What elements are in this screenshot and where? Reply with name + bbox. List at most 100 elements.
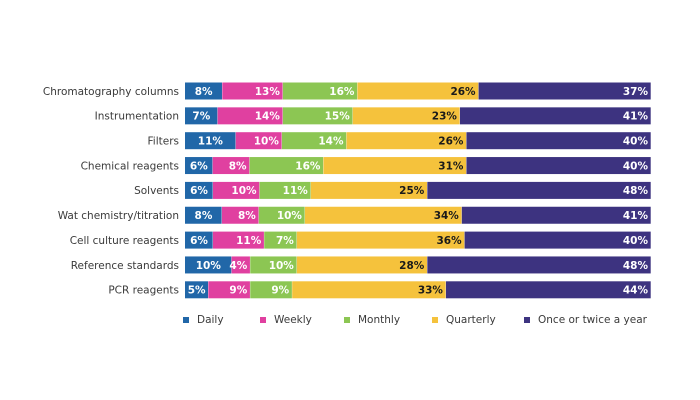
- category-label-cell-culture-reagents: Cell culture reagents: [70, 235, 179, 247]
- value-label-chemical-reagents-once-or-twice-a-year: 40%: [623, 160, 649, 172]
- value-label-cell-culture-reagents-monthly: 7%: [276, 235, 294, 247]
- value-label-pcr-reagents-daily: 5%: [188, 285, 206, 297]
- legend-label-monthly: Monthly: [358, 314, 400, 326]
- value-label-reference-standards-quarterly: 28%: [399, 260, 425, 272]
- bar-reference-standards-monthly[interactable]: [250, 256, 297, 274]
- bar-instrumentation-quarterly[interactable]: [352, 107, 460, 125]
- value-label-chemical-reagents-quarterly: 31%: [438, 160, 464, 172]
- bar-solvents-weekly[interactable]: [212, 181, 260, 199]
- bar-chemical-reagents-weekly[interactable]: [212, 157, 250, 175]
- bar-cell-culture-reagents-once-or-twice-a-year[interactable]: [464, 231, 651, 249]
- legend-item-weekly[interactable]: Weekly: [260, 314, 312, 326]
- bar-chromatography-columns-quarterly[interactable]: [357, 82, 479, 100]
- value-label-solvents-daily: 6%: [190, 185, 208, 197]
- value-label-instrumentation-daily: 7%: [192, 111, 210, 123]
- value-label-chromatography-columns-once-or-twice-a-year: 37%: [623, 86, 649, 98]
- value-label-instrumentation-once-or-twice-a-year: 41%: [623, 111, 649, 123]
- value-label-chromatography-columns-monthly: 16%: [329, 86, 355, 98]
- category-label-filters: Filters: [148, 136, 179, 148]
- value-label-chromatography-columns-daily: 8%: [195, 86, 213, 98]
- bar-pcr-reagents-daily[interactable]: [185, 281, 208, 299]
- category-labels: Chromatography columns Instrumentation Fil…: [43, 86, 179, 297]
- value-label-pcr-reagents-monthly: 9%: [271, 285, 289, 297]
- bar-instrumentation-once-or-twice-a-year[interactable]: [459, 107, 651, 125]
- bar-reference-standards-once-or-twice-a-year[interactable]: [427, 256, 651, 274]
- bar-solvents-quarterly[interactable]: [310, 181, 428, 199]
- value-label-pcr-reagents-weekly: 9%: [229, 285, 247, 297]
- legend-item-monthly[interactable]: Monthly: [344, 314, 400, 326]
- value-label-filters-monthly: 14%: [318, 136, 344, 148]
- bars-layer: 8% 13% 16% 26% 37% 7% 14% 15% 23% 41% 11% 10% 14% 26%…: [185, 82, 651, 299]
- value-label-chemical-reagents-weekly: 8%: [229, 160, 247, 172]
- value-label-reference-standards-once-or-twice-a-year: 48%: [623, 260, 649, 272]
- bar-instrumentation-monthly[interactable]: [282, 107, 353, 125]
- bar-reference-standards-daily[interactable]: [185, 256, 232, 274]
- bar-chromatography-columns-monthly[interactable]: [282, 82, 358, 100]
- bar-wat-chemistry-titration-once-or-twice-a-year[interactable]: [461, 206, 651, 224]
- bar-filters-weekly[interactable]: [235, 132, 282, 150]
- category-label-pcr-reagents: PCR reagents: [108, 285, 179, 297]
- legend-item-daily[interactable]: Daily: [183, 314, 224, 326]
- bar-reference-standards-quarterly[interactable]: [296, 256, 428, 274]
- legend-label-daily: Daily: [197, 314, 224, 326]
- bar-chromatography-columns-once-or-twice-a-year[interactable]: [478, 82, 651, 100]
- value-label-solvents-weekly: 10%: [231, 185, 257, 197]
- value-label-solvents-quarterly: 25%: [399, 185, 425, 197]
- bar-chemical-reagents-daily[interactable]: [185, 157, 213, 175]
- category-label-chromatography-columns: Chromatography columns: [43, 86, 179, 98]
- value-label-wat-chemistry-titration-monthly: 10%: [277, 210, 303, 222]
- bar-chromatography-columns-daily[interactable]: [185, 82, 222, 100]
- category-label-wat-chemistry-titration: Wat chemistry/titration: [58, 210, 179, 222]
- bar-cell-culture-reagents-daily[interactable]: [185, 231, 213, 249]
- bar-wat-chemistry-titration-quarterly[interactable]: [304, 206, 462, 224]
- bar-filters-daily[interactable]: [185, 132, 236, 150]
- bar-instrumentation-weekly[interactable]: [217, 107, 283, 125]
- value-label-wat-chemistry-titration-quarterly: 34%: [434, 210, 460, 222]
- bar-cell-culture-reagents-monthly[interactable]: [264, 231, 297, 249]
- category-label-reference-standards: Reference standards: [71, 260, 179, 272]
- bar-instrumentation-daily[interactable]: [185, 107, 218, 125]
- value-label-cell-culture-reagents-once-or-twice-a-year: 40%: [623, 235, 649, 247]
- value-label-filters-quarterly: 26%: [438, 136, 464, 148]
- value-label-reference-standards-monthly: 10%: [269, 260, 295, 272]
- bar-solvents-once-or-twice-a-year[interactable]: [427, 181, 651, 199]
- category-label-solvents: Solvents: [134, 185, 179, 197]
- bar-chemical-reagents-quarterly[interactable]: [323, 157, 467, 175]
- value-label-reference-standards-weekly: 4%: [229, 260, 247, 272]
- bar-chemical-reagents-once-or-twice-a-year[interactable]: [466, 157, 651, 175]
- value-label-cell-culture-reagents-quarterly: 36%: [436, 235, 462, 247]
- value-label-instrumentation-quarterly: 23%: [432, 111, 458, 123]
- legend-label-once-or-twice-a-year: Once or twice a year: [538, 314, 648, 326]
- value-label-solvents-once-or-twice-a-year: 48%: [623, 185, 649, 197]
- bar-pcr-reagents-once-or-twice-a-year[interactable]: [445, 281, 651, 299]
- bar-wat-chemistry-titration-monthly[interactable]: [258, 206, 305, 224]
- legend-label-weekly: Weekly: [274, 314, 312, 326]
- bar-filters-quarterly[interactable]: [346, 132, 467, 150]
- value-label-wat-chemistry-titration-weekly: 8%: [238, 210, 256, 222]
- bar-wat-chemistry-titration-daily[interactable]: [185, 206, 222, 224]
- bar-chemical-reagents-monthly[interactable]: [249, 157, 324, 175]
- bar-filters-monthly[interactable]: [281, 132, 347, 150]
- value-label-chemical-reagents-daily: 6%: [190, 160, 208, 172]
- bar-pcr-reagents-monthly[interactable]: [250, 281, 292, 299]
- value-label-cell-culture-reagents-daily: 6%: [190, 235, 208, 247]
- bar-cell-culture-reagents-weekly[interactable]: [212, 231, 264, 249]
- bar-chromatography-columns-weekly[interactable]: [222, 82, 283, 100]
- bar-cell-culture-reagents-quarterly[interactable]: [296, 231, 465, 249]
- value-label-solvents-monthly: 11%: [283, 185, 309, 197]
- bar-pcr-reagents-quarterly[interactable]: [292, 281, 446, 299]
- bar-pcr-reagents-weekly[interactable]: [208, 281, 250, 299]
- legend-item-quarterly[interactable]: Quarterly: [432, 314, 496, 326]
- value-label-wat-chemistry-titration-once-or-twice-a-year: 41%: [623, 210, 649, 222]
- legend-swatch-quarterly: [432, 317, 438, 323]
- value-label-wat-chemistry-titration-daily: 8%: [195, 210, 213, 222]
- legend-item-once-or-twice-a-year[interactable]: Once or twice a year: [524, 314, 648, 326]
- bar-solvents-monthly[interactable]: [259, 181, 311, 199]
- bar-wat-chemistry-titration-weekly[interactable]: [221, 206, 259, 224]
- value-label-pcr-reagents-once-or-twice-a-year: 44%: [623, 285, 649, 297]
- bar-solvents-daily[interactable]: [185, 181, 213, 199]
- bar-reference-standards-weekly[interactable]: [231, 256, 250, 274]
- value-label-filters-once-or-twice-a-year: 40%: [623, 136, 649, 148]
- bar-filters-once-or-twice-a-year[interactable]: [466, 132, 651, 150]
